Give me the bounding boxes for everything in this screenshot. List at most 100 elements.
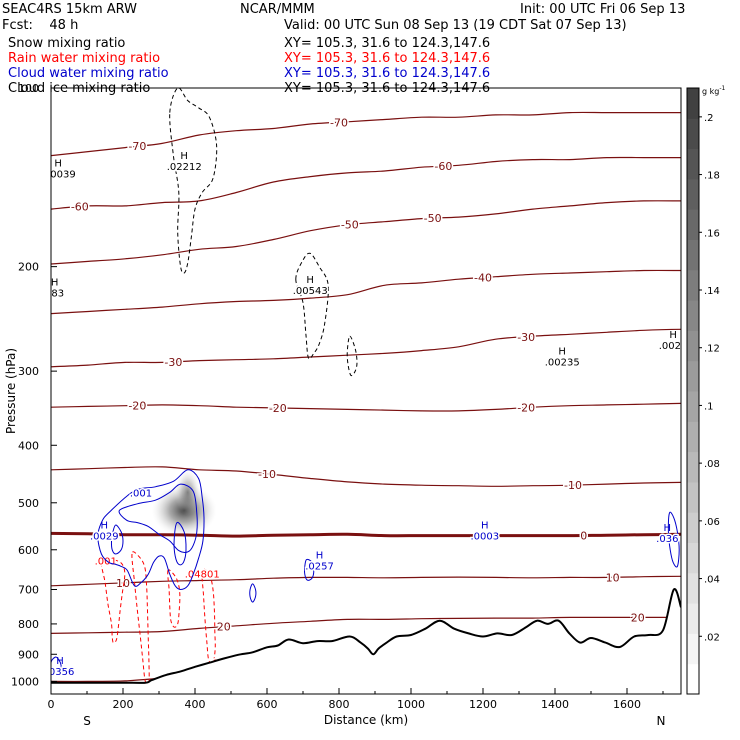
snow-max-value: 283 [45,289,64,300]
isotherm-label: -70 [128,140,146,153]
cloud-water-contour-4 [249,583,257,603]
x-tick-label: 1400 [541,698,569,711]
field-xy-rain: XY= 105.3, 31.6 to 124.3,147.6 [284,51,491,66]
field-label-cloud-ice: Cloud ice mixing ratio [8,81,151,96]
isotherm-m60 [51,156,681,210]
colorbar-band [687,663,699,695]
x-tick-label: 1600 [613,698,641,711]
snow-max-value: .00039 [41,170,76,181]
rain-contour-0 [100,559,126,644]
isotherm-label: 20 [631,611,645,624]
colorbar-tick-label: .12 [704,344,720,355]
snow-max-h: H [54,159,62,170]
y-tick-label-top: 100 [18,82,39,95]
field-xy-cloud-ice: XY= 105.3, 31.6 to 124.3,147.6 [284,81,491,96]
temperature-isotherms: -70 -70 -60 -60 -50 -50 -40 -30 -30 -20 -20 -20 -10 -… [51,111,681,685]
isotherm-label: -50 [341,219,359,232]
field-label-rain: Rain water mixing ratio [8,51,161,66]
colorbar-tick-label: .2 [704,113,714,124]
snow-max-value: .00235 [545,357,580,368]
rain-label: .04801 [185,570,220,581]
cloud-water-max-h: H [101,521,109,532]
rain-contour-1 [131,551,150,685]
colorbar-band [687,148,699,180]
init-time: Init: 00 UTC Fri 06 Sep 13 [520,2,686,17]
snow-shade-1 [175,469,201,516]
cloud-water-contour-7 [51,656,62,673]
field-label-cloud-water: Cloud water mixing ratio [8,66,169,81]
x-tick-label: 1200 [469,698,497,711]
cloud-water-contour-6 [667,511,680,568]
y-tick-label: 400 [18,439,39,452]
x-tick-label: 200 [113,698,134,711]
colorbar-band [687,330,699,362]
y-tick-label: 900 [18,648,39,661]
isotherm-10 [51,575,681,587]
terrain-fill [51,588,681,694]
isotherm-label: 10 [606,571,620,584]
cloud-water-max-value: .0356 [46,667,75,678]
isotherm-m50 [51,200,681,265]
isotherm-label: -70 [330,116,348,129]
colorbar-band [687,118,699,150]
snow-max-h: H [558,346,566,357]
y-tick-label: 300 [18,365,39,378]
isotherm-label: 10 [116,577,130,590]
cloud-water-max-h: H [316,550,324,561]
isotherm-label: -20 [269,402,287,415]
colorbar-band [687,481,699,513]
colorbar-tick-label: .1 [704,401,714,412]
isotherm-m10 [51,466,681,487]
isotherm-label: -20 [128,399,146,412]
valid-time: Valid: 00 UTC Sun 08 Sep 13 (19 CDT Sat … [284,18,627,33]
isotherm-label: -50 [424,212,442,225]
isotherm-label: -10 [564,479,582,492]
snow-contour-1 [295,252,329,360]
cloud-water-contour-1 [118,483,198,553]
isotherm-m40 [51,269,681,315]
field-label-snow: Snow mixing ratio [8,36,126,51]
rain-label: .001 [95,556,117,567]
colorbar-band [687,391,699,422]
y-tick-label: 1000 [11,675,39,688]
cloud-water-max-value: .036 [656,534,678,545]
y-tick-label: 700 [18,584,39,597]
rain-contour-3 [201,568,216,665]
colorbar-band [687,360,699,392]
colorbar-band [687,542,699,574]
colorbar-tick-label: .02 [704,632,720,643]
y-axis-title: Pressure (hPa) [4,348,18,434]
colorbar-band [687,300,699,331]
cloud-water-max-value: .0029 [90,532,119,543]
snow-max-h: H [51,278,59,289]
isotherm-m20 [51,402,681,412]
x-tick-label: 0 [48,698,55,711]
colorbar-band [687,603,699,634]
isotherm-m30 [51,328,681,368]
cloud-water-contour-2 [110,524,124,555]
colorbar-tick-label: .18 [704,171,720,182]
cloud-water-contour-0 [97,469,205,591]
isotherm-label: 0 [580,529,587,542]
colorbar-unit: g kg-1 [702,85,726,96]
colorbar-band [687,451,699,483]
field-xy-snow: XY= 105.3, 31.6 to 124.3,147.6 [284,36,491,51]
model-title: SEAC4RS 15km ARW [2,2,138,17]
y-tick-label: 500 [18,497,39,510]
cloud-water-contour-5 [304,558,315,581]
plot-border [50,87,682,695]
isotherm-label: -60 [434,160,452,173]
isotherm-label: -20 [517,402,535,415]
cloud-water-max-h: H [56,656,64,667]
snow-max-h: H [669,330,677,341]
isotherm-20 [51,616,681,634]
org-name: NCAR/MMM [240,2,315,17]
isotherm-label: 20 [217,621,231,634]
isotherm-m70 [51,111,681,157]
colorbar-band [687,572,699,604]
isotherm-label: -10 [258,468,276,481]
